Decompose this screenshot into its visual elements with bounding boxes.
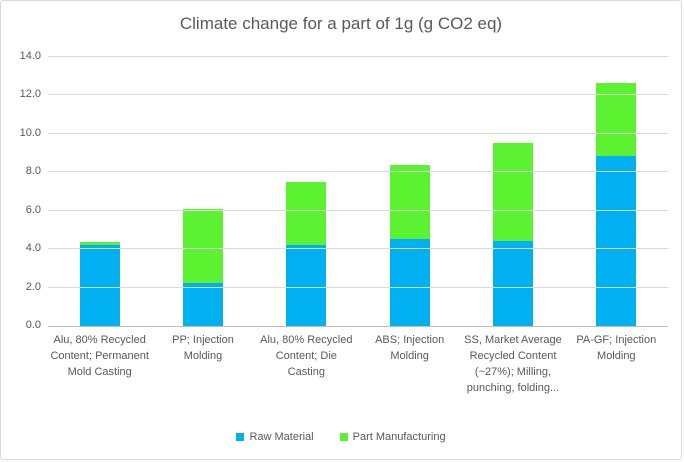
bar-column [48, 57, 151, 326]
x-category-label: SS, Market Average Recycled Content (~27… [464, 334, 562, 394]
stacked-bar [79, 242, 120, 326]
bar-column [255, 57, 358, 326]
gridline-y-8.0 [48, 171, 668, 173]
bar-segment-part-manufacturing [389, 164, 430, 239]
x-category-label: PA-GF; Injection Molding [576, 334, 657, 362]
y-tick-label-4.0: 4.0 [25, 242, 41, 255]
y-tick-label-12.0: 12.0 [19, 88, 41, 101]
gridline-y-10.0 [48, 132, 668, 134]
bar-segment-raw-material [182, 282, 223, 326]
chart-title: Climate change for a part of 1g (g CO2 e… [179, 14, 503, 33]
bar-segment-part-manufacturing [182, 208, 223, 283]
y-axis: 0.0 2.0 4.0 6.0 8.0 10.0 12.0 14.0 [1, 1, 41, 459]
stacked-bar [389, 164, 430, 326]
legend-label: Part Manufacturing [352, 431, 446, 443]
bar-segment-raw-material [79, 245, 120, 326]
legend-item-raw-material: Raw Material [236, 431, 314, 443]
bar-segment-raw-material [596, 155, 637, 326]
bar-column [461, 57, 564, 326]
legend-swatch-icon [236, 433, 245, 441]
legend-item-part-manufacturing: Part Manufacturing [339, 431, 446, 443]
gridline-y-6.0 [48, 209, 668, 211]
gridline-y-4.0 [48, 248, 668, 250]
x-axis-labels: Alu, 80% Recycled Content; Permanent Mol… [48, 332, 668, 396]
x-category-label: Alu, 80% Recycled Content; Permanent Mol… [50, 334, 149, 378]
stacked-bar [492, 143, 533, 326]
x-category-label: PP; Injection Molding [172, 334, 234, 362]
bar-segment-raw-material [492, 241, 533, 326]
gridline-y-2.0 [48, 286, 668, 288]
bar-segment-raw-material [389, 238, 430, 326]
bar-column [151, 57, 254, 326]
legend-label: Raw Material [249, 431, 314, 443]
y-tick-label-10.0: 10.0 [19, 126, 41, 139]
plot-area [48, 56, 668, 327]
bar-column [358, 57, 461, 326]
y-tick-label-6.0: 6.0 [25, 203, 41, 216]
y-tick-label-8.0: 8.0 [25, 165, 41, 178]
y-tick-label-2.0: 2.0 [25, 280, 41, 293]
bar-columns [48, 57, 668, 326]
bar-segment-part-manufacturing [79, 242, 120, 246]
x-category-label: Alu, 80% Recycled Content; Die Casting [260, 334, 353, 378]
y-tick-label-0.0: 0.0 [25, 319, 41, 331]
legend-swatch-icon [339, 433, 348, 441]
chart-legend: Raw Material Part Manufacturing [1, 431, 681, 443]
x-category-label: ABS; Injection Molding [375, 334, 445, 362]
bar-segment-part-manufacturing [286, 181, 327, 246]
stacked-bar [182, 208, 223, 326]
y-tick-label-14.0: 14.0 [19, 50, 41, 62]
stacked-bar [286, 181, 327, 326]
bar-segment-raw-material [286, 245, 327, 326]
stacked-bar [596, 82, 637, 326]
gridline-y-12.0 [48, 94, 668, 96]
bar-segment-part-manufacturing [492, 143, 533, 242]
gridline-y-14.0 [48, 56, 668, 57]
